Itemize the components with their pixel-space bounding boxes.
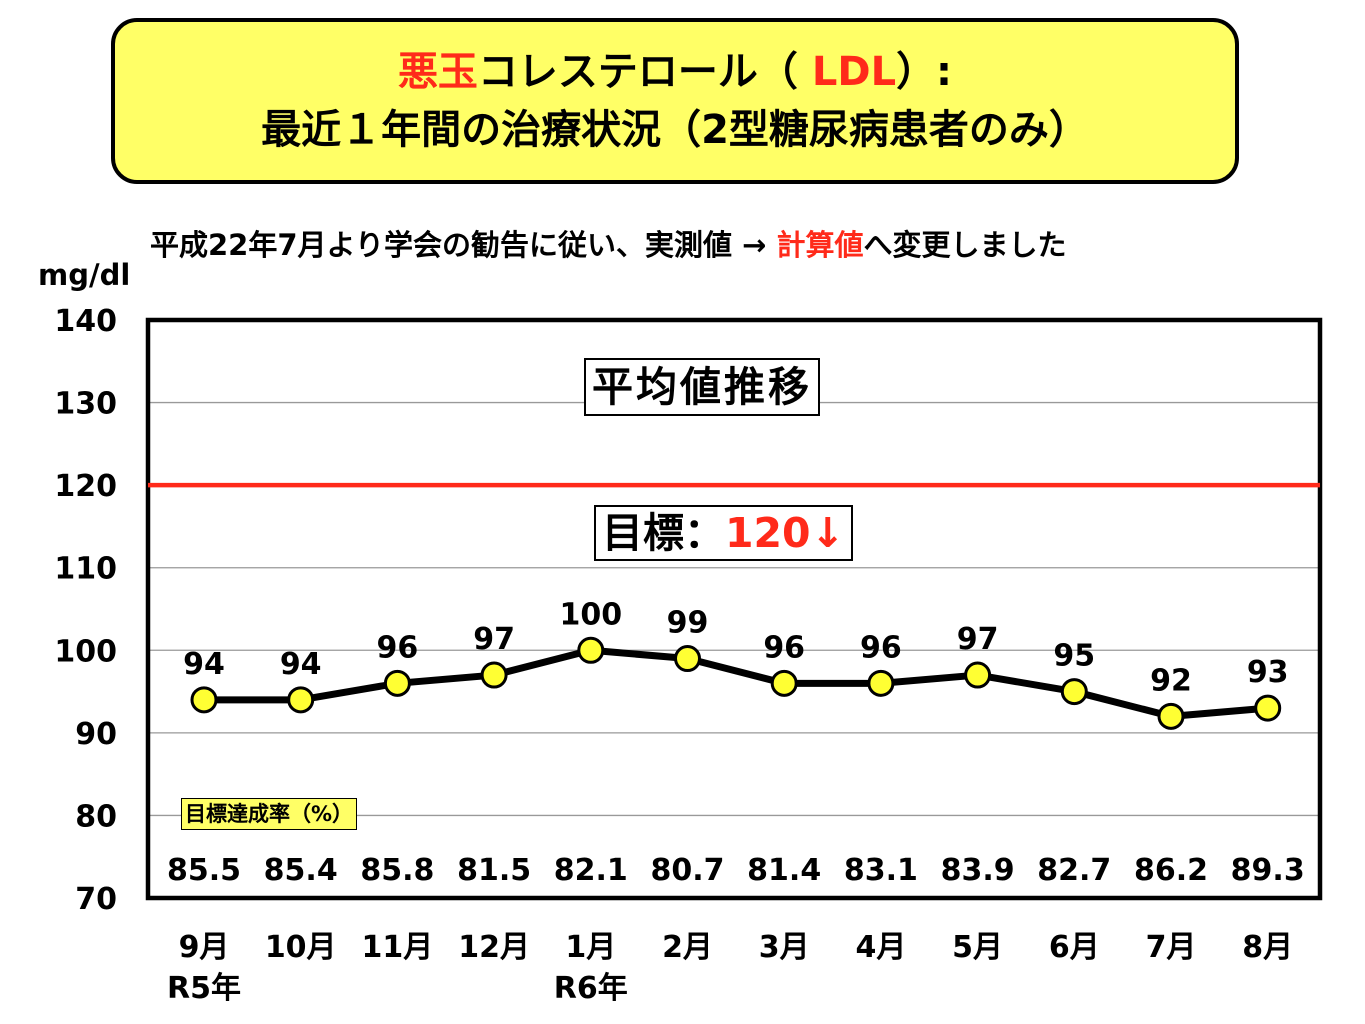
y-tick-label: 80 [75, 799, 117, 834]
data-point [1254, 694, 1282, 722]
data-point [1060, 678, 1088, 706]
data-label: 94 [183, 647, 225, 682]
title-ldl: LDL [811, 49, 897, 95]
target-label-value: 120↓ [725, 509, 845, 557]
y-tick-label: 140 [54, 304, 117, 339]
target-label-prefix: 目標： [602, 509, 725, 557]
achievement-rate: 85.5 [167, 853, 241, 888]
average-trend-label: 平均値推移 [584, 358, 820, 416]
title-end: ）: [896, 49, 953, 95]
x-tick-sublabel: R5年 [167, 971, 241, 1006]
data-point [964, 661, 992, 689]
y-tick-label: 90 [75, 717, 117, 752]
x-tick-label: 3月 [759, 930, 810, 965]
y-tick-label: 120 [54, 469, 117, 504]
plot-frame [145, 317, 1323, 901]
x-tick-label: 7月 [1146, 930, 1197, 965]
data-label: 99 [667, 606, 709, 641]
y-axis-unit: mg/dl [38, 258, 131, 292]
data-point [190, 686, 218, 714]
data-point [1157, 702, 1185, 730]
notice-prefix: 平成22年7月より学会の勧告に従い、実測値 → [150, 228, 777, 262]
x-tick-label: 2月 [662, 930, 713, 965]
data-label: 96 [763, 630, 805, 665]
title-box: 悪玉コレステロール（ LDL）: 最近１年間の治療状況（2型糖尿病患者のみ） [111, 18, 1239, 184]
achievement-rate: 83.9 [941, 853, 1015, 888]
x-tick-label: 12月 [458, 930, 530, 965]
data-label: 96 [860, 630, 902, 665]
achievement-rate: 82.7 [1037, 853, 1111, 888]
data-label: 97 [473, 622, 515, 657]
data-point [383, 669, 411, 697]
y-tick-label: 70 [75, 882, 117, 917]
notice-text: 平成22年7月より学会の勧告に従い、実測値 → 計算値へ変更しました [150, 222, 1066, 264]
achievement-rate: 85.4 [264, 853, 338, 888]
x-tick-label: 11月 [362, 930, 434, 965]
achievement-rate: 82.1 [554, 853, 628, 888]
data-label: 94 [280, 647, 322, 682]
data-point [287, 686, 315, 714]
y-tick-label: 130 [54, 387, 117, 422]
notice-suffix: へ変更しました [863, 228, 1067, 262]
achievement-rate: 86.2 [1134, 853, 1208, 888]
x-tick-label: 6月 [1049, 930, 1100, 965]
title-red-word: 悪玉 [397, 49, 478, 95]
x-tick-label: 4月 [855, 930, 906, 965]
y-tick-label: 110 [54, 552, 117, 587]
title-line-1: 悪玉コレステロール（ LDL）: [398, 43, 952, 101]
achievement-rate-label: 目標達成率（%） [181, 798, 358, 830]
data-label: 100 [559, 597, 622, 632]
data-label: 97 [957, 622, 999, 657]
data-point [480, 661, 508, 689]
achievement-rate: 80.7 [650, 853, 724, 888]
data-label: 92 [1150, 663, 1192, 698]
data-label: 96 [377, 630, 419, 665]
achievement-rate: 81.4 [747, 853, 821, 888]
x-tick-label: 5月 [952, 930, 1003, 965]
data-label: 93 [1247, 655, 1289, 690]
series-line [204, 646, 1268, 720]
x-tick-label: 9月 [179, 930, 230, 965]
achievement-rate: 89.3 [1231, 853, 1305, 888]
title-mid: コレステロール（ [477, 49, 812, 95]
y-tick-label: 100 [54, 634, 117, 669]
target-label: 目標：120↓ [594, 505, 853, 561]
data-point [867, 669, 895, 697]
x-tick-label: 10月 [265, 930, 337, 965]
x-tick-sublabel: R6年 [554, 971, 628, 1006]
x-tick-label: 1月 [565, 930, 616, 965]
achievement-rate: 81.5 [457, 853, 531, 888]
achievement-rate: 83.1 [844, 853, 918, 888]
data-label: 95 [1053, 639, 1095, 674]
x-tick-label: 8月 [1242, 930, 1293, 965]
notice-highlight: 計算値 [776, 228, 864, 262]
data-point [770, 669, 798, 697]
data-point [674, 645, 701, 673]
achievement-rate: 85.8 [360, 853, 434, 888]
title-line-2: 最近１年間の治療状況（2型糖尿病患者のみ） [261, 107, 1089, 153]
data-point [577, 636, 605, 664]
